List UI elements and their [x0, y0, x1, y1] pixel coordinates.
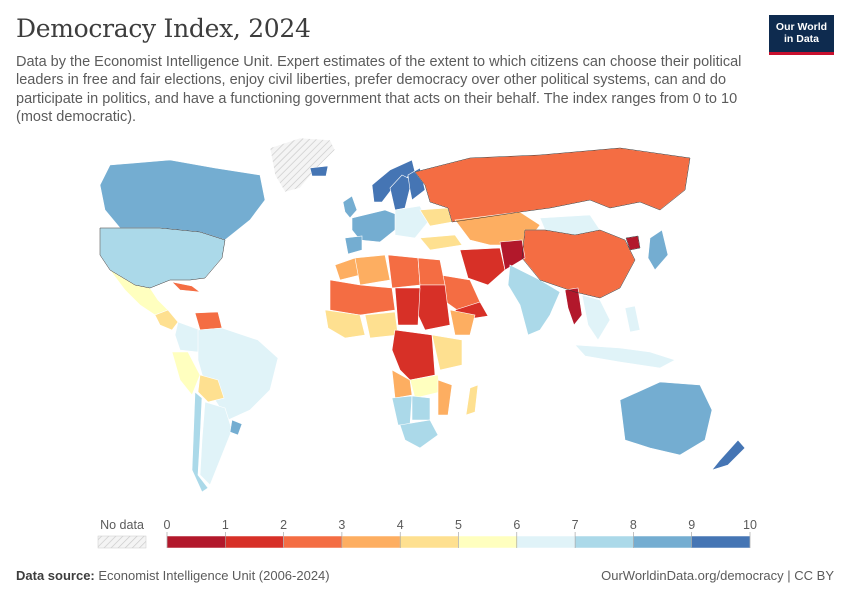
- legend-bin-2-3[interactable]: [283, 535, 343, 549]
- region-ethiopia[interactable]: [449, 309, 476, 336]
- legend-bin-7-8[interactable]: [574, 535, 634, 549]
- region-australia[interactable]: [619, 381, 713, 456]
- legend-bin-5-6[interactable]: [458, 535, 518, 549]
- legend-tick-label: 2: [280, 518, 287, 532]
- legend-bin-0-1[interactable]: [166, 535, 226, 549]
- border-united-states: [99, 227, 226, 289]
- region-russia[interactable]: [414, 147, 691, 223]
- legend-tick-label: 6: [513, 518, 520, 532]
- country-regions: [99, 137, 746, 493]
- region-peru[interactable]: [171, 351, 201, 396]
- legend-tick-label: 9: [688, 518, 695, 532]
- region-spain[interactable]: [344, 235, 363, 255]
- legend-tick-label: 3: [338, 518, 345, 532]
- color-legend: No data 0 1 2 3 4 5 6 7 8 9 10: [97, 518, 757, 549]
- legend-no-data-label: No data: [100, 518, 144, 532]
- region-angola[interactable]: [391, 369, 413, 399]
- region-new-zealand[interactable]: [711, 439, 746, 471]
- region-colombia[interactable]: [174, 321, 201, 353]
- border-russia: [414, 147, 691, 223]
- region-western-europe[interactable]: [351, 209, 399, 243]
- region-venezuela[interactable]: [194, 311, 223, 331]
- legend-bin-8-9[interactable]: [633, 535, 692, 549]
- region-west-africa[interactable]: [324, 309, 366, 339]
- region-namibia[interactable]: [391, 395, 413, 426]
- owid-logo[interactable]: Our World in Data: [769, 15, 834, 55]
- legend-no-data-swatch: [97, 535, 147, 549]
- legend-bin-3-4[interactable]: [341, 535, 401, 549]
- legend-tick-label: 7: [572, 518, 579, 532]
- footer-source: Data source: Economist Intelligence Unit…: [16, 568, 330, 583]
- region-philippines[interactable]: [624, 305, 641, 333]
- region-uruguay[interactable]: [229, 419, 243, 436]
- legend-bin-6-7[interactable]: [516, 535, 576, 549]
- region-bolivia[interactable]: [197, 374, 225, 403]
- region-iran[interactable]: [459, 247, 506, 286]
- footer-url[interactable]: OurWorldinData.org/democracy | CC BY: [601, 568, 834, 583]
- region-botswana[interactable]: [411, 395, 431, 421]
- region-myanmar[interactable]: [564, 287, 583, 326]
- region-libya[interactable]: [387, 254, 421, 289]
- legend-tick-label: 4: [397, 518, 404, 532]
- logo-line-2: in Data: [783, 33, 819, 45]
- region-algeria[interactable]: [354, 254, 391, 286]
- footer-source-label: Data source:: [16, 568, 95, 583]
- border-north-korea: [625, 235, 641, 251]
- footer-source-text: Economist Intelligence Unit (2006-2024): [98, 568, 330, 583]
- legend-tick-label: 0: [164, 518, 171, 532]
- region-dr-congo[interactable]: [391, 329, 436, 381]
- border-china: [521, 229, 636, 299]
- region-egypt[interactable]: [417, 257, 446, 286]
- region-chile[interactable]: [191, 391, 209, 493]
- region-japan[interactable]: [647, 229, 669, 271]
- world-map[interactable]: [0, 130, 850, 500]
- chart-subtitle: Data by the Economist Intelligence Unit.…: [16, 54, 742, 126]
- legend-tick-label: 1: [222, 518, 229, 532]
- region-madagascar[interactable]: [465, 384, 479, 416]
- logo-line-1: Our World: [775, 21, 828, 33]
- region-sudan[interactable]: [417, 284, 451, 331]
- region-turkey[interactable]: [419, 234, 463, 251]
- legend-tick-label: 8: [630, 518, 637, 532]
- region-central-america[interactable]: [154, 309, 179, 331]
- region-chad[interactable]: [394, 287, 421, 326]
- region-south-africa[interactable]: [399, 419, 439, 449]
- legend-tick-label: 10: [743, 518, 757, 532]
- region-mozambique[interactable]: [437, 379, 453, 416]
- legend-bin-9-10[interactable]: [691, 535, 751, 549]
- chart-title: Democracy Index, 2024: [16, 14, 311, 43]
- region-india[interactable]: [507, 264, 561, 336]
- region-argentina[interactable]: [199, 401, 233, 486]
- region-southeast-asia[interactable]: [581, 294, 611, 341]
- region-sweden[interactable]: [389, 174, 413, 211]
- legend-tick-label: 5: [455, 518, 462, 532]
- region-greenland[interactable]: [269, 137, 336, 193]
- legend-bin-1-2[interactable]: [225, 535, 284, 549]
- region-iceland[interactable]: [309, 165, 329, 177]
- region-nigeria[interactable]: [364, 311, 399, 339]
- legend-bins: [166, 535, 751, 549]
- region-united-kingdom[interactable]: [342, 195, 358, 219]
- legend-bin-4-5[interactable]: [399, 535, 459, 549]
- region-eastern-europe[interactable]: [394, 205, 429, 239]
- region-afghanistan[interactable]: [499, 239, 526, 271]
- legend-ticks: 0 1 2 3 4 5 6 7 8 9 10: [164, 518, 757, 548]
- region-indonesia[interactable]: [574, 344, 676, 369]
- region-east-africa[interactable]: [431, 334, 463, 371]
- region-sahel[interactable]: [329, 279, 396, 316]
- region-cuba[interactable]: [171, 281, 202, 293]
